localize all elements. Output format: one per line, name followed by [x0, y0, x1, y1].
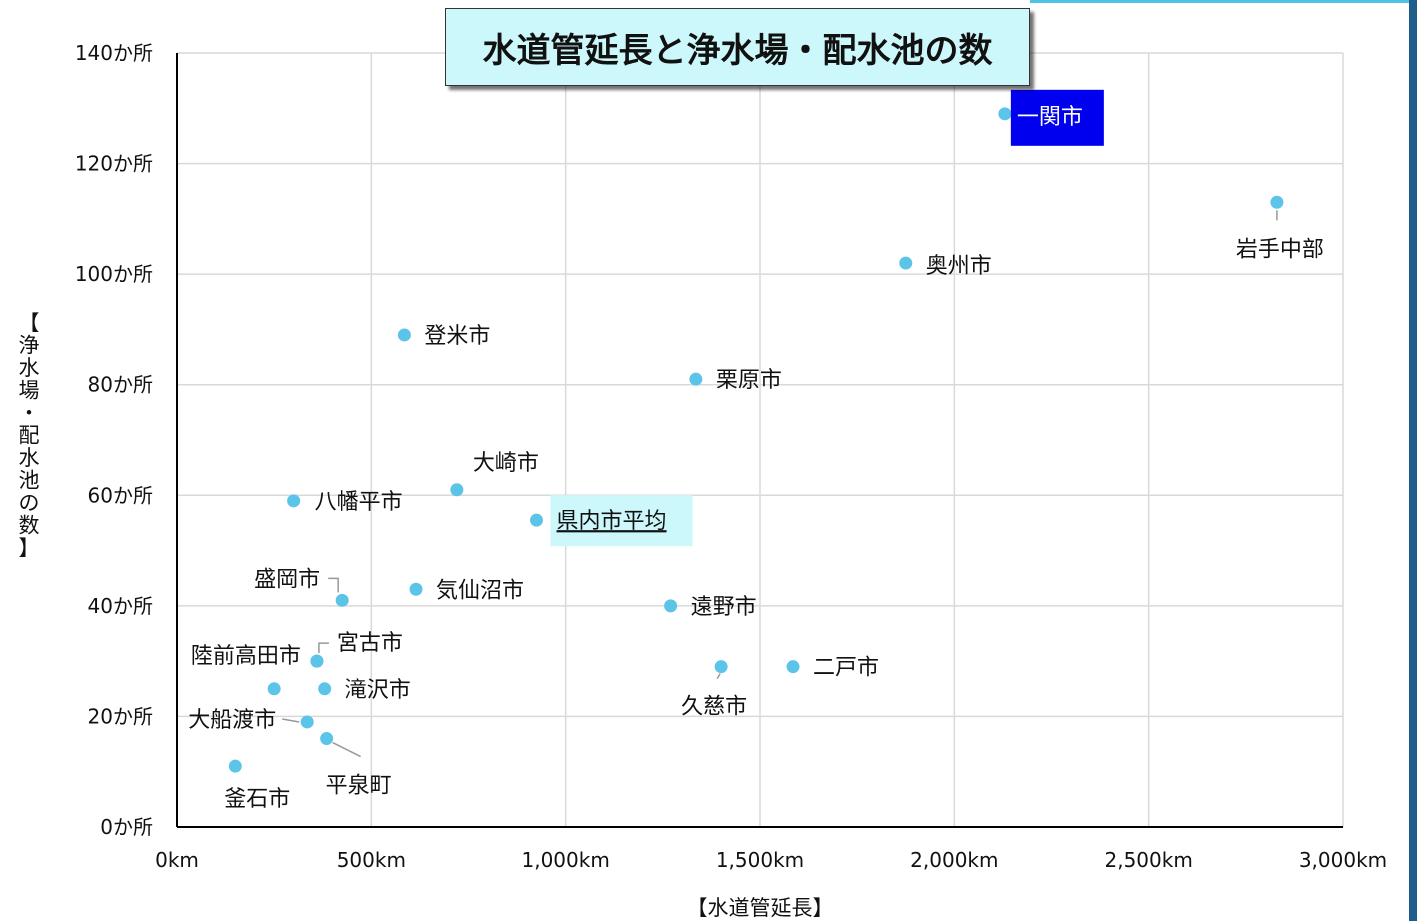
- top-edge-accent: [1030, 0, 1417, 3]
- tick-labels: 0km 500km 1,000km 1,500km 2,000km 2,500km 3,00…: [75, 41, 1387, 872]
- leader-line: [716, 673, 721, 680]
- x-tick-label: 0km: [155, 848, 199, 872]
- data-point: [335, 593, 349, 607]
- x-tick-label: 1,000km: [522, 848, 610, 872]
- data-point: [300, 715, 314, 729]
- y-tick-label: 40か所: [88, 594, 153, 618]
- x-tick-label: 1,500km: [716, 848, 804, 872]
- point-label: 奥州市: [926, 254, 992, 279]
- data-point: [450, 483, 464, 497]
- point-label: 栗原市: [716, 368, 782, 393]
- x-tick-label: 500km: [337, 848, 406, 872]
- x-tick-label: 2,000km: [910, 848, 998, 872]
- y-tick-label: 100か所: [75, 262, 153, 286]
- data-point: [310, 654, 324, 668]
- point-label: 遠野市: [691, 595, 757, 620]
- data-point: [318, 682, 332, 696]
- chart-title: 水道管延長と浄水場・配水池の数: [482, 30, 993, 71]
- point-label: 大崎市: [473, 451, 539, 476]
- data-point: [530, 513, 544, 527]
- point-label: 久慈市: [681, 695, 747, 720]
- data-point: [1270, 195, 1284, 209]
- point-label: 盛岡市: [254, 567, 320, 592]
- point-label: 登米市: [424, 324, 490, 349]
- grid-lines: [177, 52, 1344, 827]
- data-point: [899, 256, 913, 270]
- data-points: [228, 107, 1284, 773]
- data-point: [320, 732, 334, 746]
- x-tick-label: 2,500km: [1105, 848, 1193, 872]
- point-label: 岩手中部: [1236, 237, 1324, 262]
- point-label: 宮古市: [337, 631, 403, 656]
- data-point: [267, 682, 281, 696]
- y-tick-label: 20か所: [88, 704, 153, 728]
- right-edge-accent: [1409, 0, 1417, 921]
- point-label: 八幡平市: [315, 490, 403, 515]
- point-label: 県内市平均: [557, 509, 667, 534]
- data-point: [786, 660, 800, 674]
- y-tick-label: 60か所: [88, 483, 153, 507]
- axes: [176, 53, 1343, 828]
- x-tick-label: 3,000km: [1299, 848, 1387, 872]
- x-axis-title: 【水道管延長】: [687, 896, 834, 920]
- leader-lines: [282, 210, 1278, 758]
- leader-line: [282, 718, 300, 723]
- average-label-box: [550, 495, 693, 547]
- highlight-label-box: [1010, 89, 1104, 146]
- y-tick-label: 80か所: [88, 373, 153, 397]
- data-point: [664, 599, 678, 613]
- point-label: 大船渡市: [188, 708, 276, 733]
- data-point: [714, 660, 728, 674]
- point-label: 一関市: [1017, 105, 1083, 130]
- leader-line: [328, 577, 339, 593]
- point-label: 滝沢市: [345, 678, 411, 703]
- data-point: [689, 372, 703, 386]
- point-label: 二戸市: [813, 656, 879, 681]
- data-point: [287, 494, 301, 508]
- point-label: 気仙沼市: [436, 578, 524, 603]
- data-point: [998, 107, 1012, 121]
- point-label: 平泉町: [326, 774, 392, 799]
- point-label: 釜石市: [224, 787, 290, 812]
- y-axis-title: 【浄水場・配水池の数】: [19, 311, 40, 560]
- data-point: [397, 328, 411, 342]
- point-label: 陸前高田市: [191, 644, 301, 669]
- data-point: [228, 759, 242, 773]
- data-point: [409, 582, 423, 596]
- leader-line: [332, 741, 361, 758]
- chart-title-box: 水道管延長と浄水場・配水池の数: [445, 8, 1030, 86]
- y-tick-label: 120か所: [75, 152, 153, 176]
- leader-line: [318, 642, 329, 654]
- y-tick-label: 0か所: [100, 815, 153, 839]
- y-tick-label: 140か所: [75, 41, 153, 65]
